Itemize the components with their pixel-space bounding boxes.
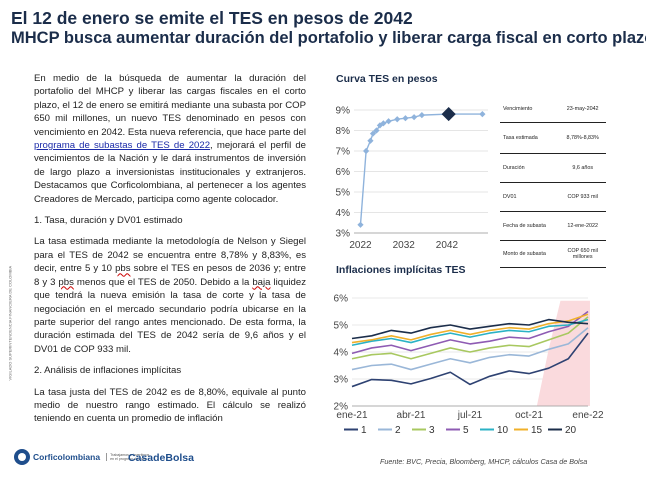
table-label: Tasa estimada bbox=[503, 135, 538, 141]
corficolombiana-logo-icon bbox=[14, 449, 30, 465]
table-row: DV01 COP 933 mil bbox=[500, 183, 606, 212]
corficolombiana-name: Corficolombiana bbox=[33, 452, 101, 462]
curve-point bbox=[362, 147, 370, 155]
corficolombiana-logo: Corficolombiana Trabajamos e invertimos … bbox=[14, 449, 150, 465]
paragraph-1-text-a: En medio de la búsqueda de aumentar la d… bbox=[34, 73, 307, 138]
series-line-2 bbox=[351, 327, 589, 371]
series-line-3 bbox=[351, 316, 589, 360]
curve-point bbox=[402, 115, 409, 122]
y-tick-label: 8% bbox=[336, 126, 351, 137]
regulator-side-label: VIGILADO SUPERINTENDENCIA FINANCIERA DE … bbox=[4, 265, 16, 384]
legend-label-15: 15 bbox=[531, 425, 543, 436]
table-value: 23-may-2042 bbox=[566, 106, 599, 112]
source-note: Fuente: BVC, Precia, Bloomberg, MHCP, cá… bbox=[380, 457, 588, 466]
regulator-side-text: VIGILADO SUPERINTENDENCIA FINANCIERA DE … bbox=[7, 265, 13, 381]
paragraph-2-text-b: sobre el TES en pesos de 2036 y; entre 8… bbox=[34, 263, 306, 288]
series-line-15 bbox=[351, 313, 589, 344]
curve-chart: 3% 4% 5% 6% 7% 8% 9% 2022 2032 2042 bbox=[336, 106, 488, 251]
subasta-program-link[interactable]: programa de subastas de TES de 2022 bbox=[34, 140, 211, 152]
y-tick-label: 6% bbox=[336, 167, 351, 178]
y-tick-label: 3% bbox=[334, 375, 349, 386]
legend-label-1: 1 bbox=[361, 425, 367, 436]
table-row: Monto de subasta COP 650 mil millones bbox=[500, 241, 606, 268]
table-label: Fecha de subasta bbox=[503, 223, 546, 229]
y-tick-label: 7% bbox=[336, 147, 351, 158]
table-value: 12-ene-2022 bbox=[567, 223, 598, 229]
paragraph-2: La tasa estimada mediante la metodología… bbox=[34, 235, 306, 356]
paragraph-2-text-c: menos que el TES de 2050. Debido a la bbox=[73, 276, 253, 288]
curve-point bbox=[373, 127, 380, 134]
baja-term: baja bbox=[252, 276, 271, 288]
inflation-chart-title: Inflaciones implícitas TES bbox=[336, 264, 466, 276]
paragraph-3: La tasa justa del TES de 2042 es de 8,80… bbox=[34, 386, 306, 425]
y-tick-label: 4% bbox=[334, 348, 349, 359]
legend-label-5: 5 bbox=[463, 425, 469, 436]
y-tick-label: 3% bbox=[336, 229, 351, 240]
casadebolsa-logo: CasadeBolsa bbox=[128, 452, 194, 464]
y-tick-label: 2% bbox=[334, 402, 349, 413]
x-tick-label: ene-21 bbox=[336, 410, 368, 421]
x-tick-label: oct-21 bbox=[515, 410, 543, 421]
corficolombiana-tagline: Trabajamos e invertimos en el progreso d… bbox=[106, 452, 150, 462]
page-subtitle: MHCP busca aumentar duración del portafo… bbox=[11, 29, 646, 47]
article-body: En medio de la búsqueda de aumentar la d… bbox=[34, 72, 306, 426]
highlight-area bbox=[352, 300, 590, 406]
curve-point bbox=[410, 114, 418, 121]
curve-point bbox=[418, 112, 425, 119]
pbs-term: pbs bbox=[115, 263, 131, 275]
paragraph-2-text-d: liquidez que tendrá la nueva emisión la … bbox=[34, 276, 306, 355]
paragraph-2-text-a: La tasa estimada mediante la metodología… bbox=[34, 236, 306, 275]
section-heading-2: 2. Análisis de inflaciones implícitas bbox=[34, 365, 182, 377]
y-tick-label: 5% bbox=[336, 188, 351, 199]
tes-2042-highlight-point bbox=[441, 107, 456, 122]
legend-label-3: 3 bbox=[429, 425, 435, 436]
y-tick-label: 4% bbox=[336, 208, 351, 219]
series-line-20 bbox=[351, 318, 589, 340]
series-line-10 bbox=[351, 318, 589, 347]
legend-label-10: 10 bbox=[497, 425, 509, 436]
page-title: El 12 de enero se emite el TES en pesos … bbox=[11, 8, 413, 28]
x-tick-label: 2042 bbox=[436, 240, 459, 251]
series-line-5 bbox=[351, 310, 589, 355]
bond-info-table: Vencimiento 23-may-2042 Tasa estimada 8,78… bbox=[500, 96, 606, 268]
y-tick-label: 6% bbox=[334, 294, 349, 305]
curve-point bbox=[394, 116, 401, 123]
paragraph-1: En medio de la búsqueda de aumentar la d… bbox=[34, 72, 306, 206]
inflation-chart: 2% 3% 4% 5% 6% ene-21 abr-21 jul-21 oct-21 ene-22… bbox=[334, 294, 604, 437]
table-row: Duración 9,6 años bbox=[500, 154, 606, 183]
table-row: Fecha de subasta 12-ene-2022 bbox=[500, 212, 606, 241]
curve-point bbox=[380, 120, 387, 127]
curve-chart-title: Curva TES en pesos bbox=[336, 73, 438, 85]
x-tick-label: ene-22 bbox=[572, 410, 604, 421]
legend-label-20: 20 bbox=[565, 425, 577, 436]
legend-label-2: 2 bbox=[395, 425, 401, 436]
table-label: Duración bbox=[503, 165, 525, 171]
table-label: Vencimiento bbox=[503, 106, 533, 112]
y-tick-label: 9% bbox=[336, 106, 351, 117]
table-label: Monto de subasta bbox=[503, 251, 546, 257]
section-heading-1: 1. Tasa, duración y DV01 estimado bbox=[34, 215, 183, 227]
table-value: COP 933 mil bbox=[567, 194, 598, 200]
table-value: 9,6 años bbox=[572, 165, 594, 171]
table-value: 8,78%-8,83% bbox=[566, 135, 599, 141]
y-tick-label: 5% bbox=[334, 321, 349, 332]
curve-point bbox=[357, 221, 364, 228]
x-tick-label: 2032 bbox=[393, 240, 416, 251]
x-tick-label: 2022 bbox=[349, 240, 372, 251]
table-value: COP 650 mil millones bbox=[567, 248, 598, 260]
series-line-1 bbox=[351, 332, 589, 388]
curve-point bbox=[367, 137, 374, 144]
table-row: Tasa estimada 8,78%-8,83% bbox=[500, 123, 606, 154]
table-label: DV01 bbox=[503, 194, 517, 200]
curve-point bbox=[479, 110, 486, 118]
x-tick-label: abr-21 bbox=[397, 410, 426, 421]
x-tick-label: jul-21 bbox=[457, 410, 483, 421]
curve-point bbox=[385, 118, 392, 125]
paragraph-1-text-b: , mejorará el perfil de vencimientos de … bbox=[34, 140, 306, 205]
pbs-term: pbs bbox=[58, 276, 74, 288]
table-row: Vencimiento 23-may-2042 bbox=[500, 96, 606, 123]
